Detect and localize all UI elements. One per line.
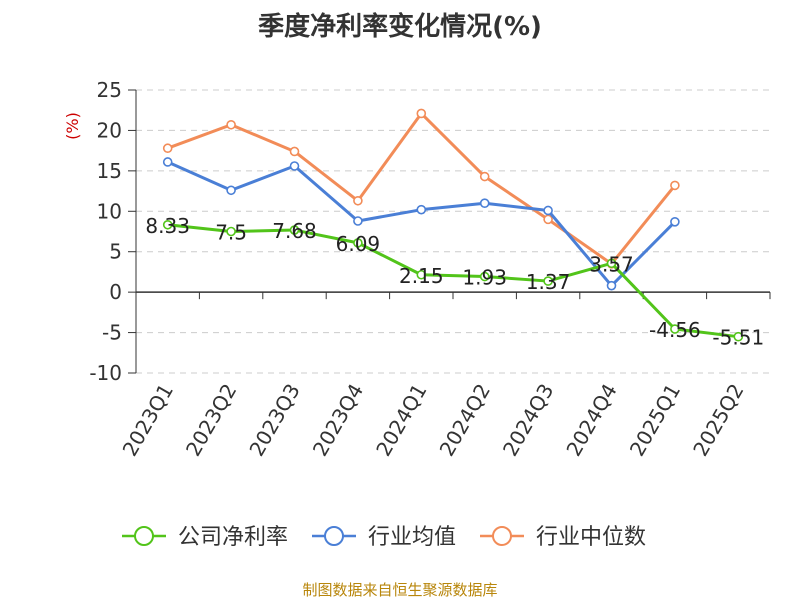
source-note: 制图数据来自恒生聚源数据库 [302, 581, 498, 599]
series-point [606, 258, 617, 269]
x-tick-label: 2024Q2 [435, 380, 495, 461]
series-point [353, 195, 363, 206]
x-tick-label: 2024Q4 [561, 380, 621, 461]
series-point [543, 214, 553, 225]
data-label: 7.68 [272, 219, 317, 243]
series-point [162, 157, 173, 167]
series-point [226, 185, 236, 196]
data-label: 8.33 [145, 214, 190, 238]
data-label: 1.37 [526, 270, 571, 294]
legend-marker [492, 526, 512, 546]
series-point [670, 180, 680, 191]
legend-marker [134, 526, 154, 546]
series-point [479, 198, 490, 208]
x-tick-label: 2023Q3 [244, 380, 304, 461]
y-tick-label: 20 [97, 118, 122, 142]
series-point [162, 143, 173, 154]
series-point [226, 226, 236, 237]
series-point [543, 205, 553, 216]
data-label: 1.93 [462, 266, 507, 290]
legend-marker [324, 526, 344, 546]
x-tick-label: 2025Q1 [625, 380, 685, 461]
series-line [167, 223, 739, 339]
series-point [479, 271, 490, 282]
data-label: 3.57 [589, 252, 634, 276]
series-point [416, 108, 427, 119]
y-tick-label: -5 [102, 321, 122, 345]
x-tick-label: 2023Q1 [118, 380, 178, 461]
series-point [416, 269, 427, 280]
series-point [353, 238, 363, 248]
legend-label: 公司净利率 [178, 525, 288, 550]
series-point [416, 204, 427, 215]
x-tick-label: 2023Q2 [181, 380, 241, 461]
y-axis-label: (%) [63, 112, 82, 140]
chart-title: 季度净利率变化情况(%) [258, 12, 542, 42]
series-point [606, 280, 617, 291]
data-label-layer: 8.33 7.5 7.68 6.09 2.15 1.93 1.37 3.57 -4.56 -5.5… [145, 214, 764, 350]
series-point [162, 219, 173, 230]
series-point [670, 216, 680, 227]
grid-layer [136, 89, 770, 374]
series-point [353, 216, 363, 226]
x-tick-label: 2023Q4 [308, 380, 368, 461]
legend: 公司净利率 行业均值 行业中位数 [122, 525, 646, 550]
legend-label: 行业中位数 [536, 525, 646, 550]
series-layer [162, 108, 744, 342]
series-point [543, 276, 553, 286]
y-tick-label: 15 [97, 159, 122, 183]
x-tick-label: 2025Q2 [688, 380, 748, 461]
legend-label: 行业均值 [368, 525, 456, 550]
y-tick-label: -10 [89, 361, 122, 385]
data-label: 7.5 [215, 221, 247, 245]
x-tick-label: 2024Q1 [371, 380, 431, 461]
y-tick-label: 0 [109, 280, 122, 304]
data-label: 6.09 [336, 232, 381, 256]
series-point [226, 119, 236, 130]
y-tick-label: 10 [97, 199, 122, 223]
y-tick-label: 25 [97, 78, 122, 102]
series-point [289, 225, 300, 235]
data-label: -5.51 [712, 326, 764, 350]
series-point [289, 146, 300, 157]
series-point [479, 171, 490, 182]
y-tick-label: 5 [109, 240, 122, 264]
data-label: 2.15 [399, 264, 444, 288]
data-label: -4.56 [649, 318, 701, 342]
series-point [733, 331, 744, 342]
x-tick-label: 2024Q3 [498, 380, 558, 461]
series-point [289, 161, 300, 171]
series-point [670, 324, 680, 334]
